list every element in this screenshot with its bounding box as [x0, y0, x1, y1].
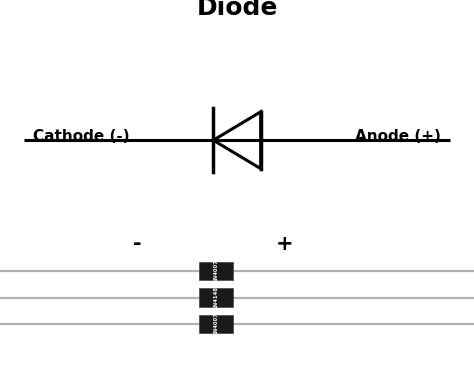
- Text: -: -: [133, 235, 142, 254]
- Bar: [199, 315, 233, 333]
- Text: +: +: [275, 235, 293, 254]
- Text: 1N4007: 1N4007: [213, 313, 218, 335]
- Bar: [199, 262, 233, 280]
- Bar: [199, 288, 233, 307]
- Text: 1N4148: 1N4148: [213, 286, 218, 309]
- Text: Cathode (-): Cathode (-): [33, 129, 130, 144]
- Text: Anode (+): Anode (+): [355, 129, 441, 144]
- Text: 1N4007: 1N4007: [213, 260, 218, 282]
- Text: Diode: Diode: [196, 0, 278, 20]
